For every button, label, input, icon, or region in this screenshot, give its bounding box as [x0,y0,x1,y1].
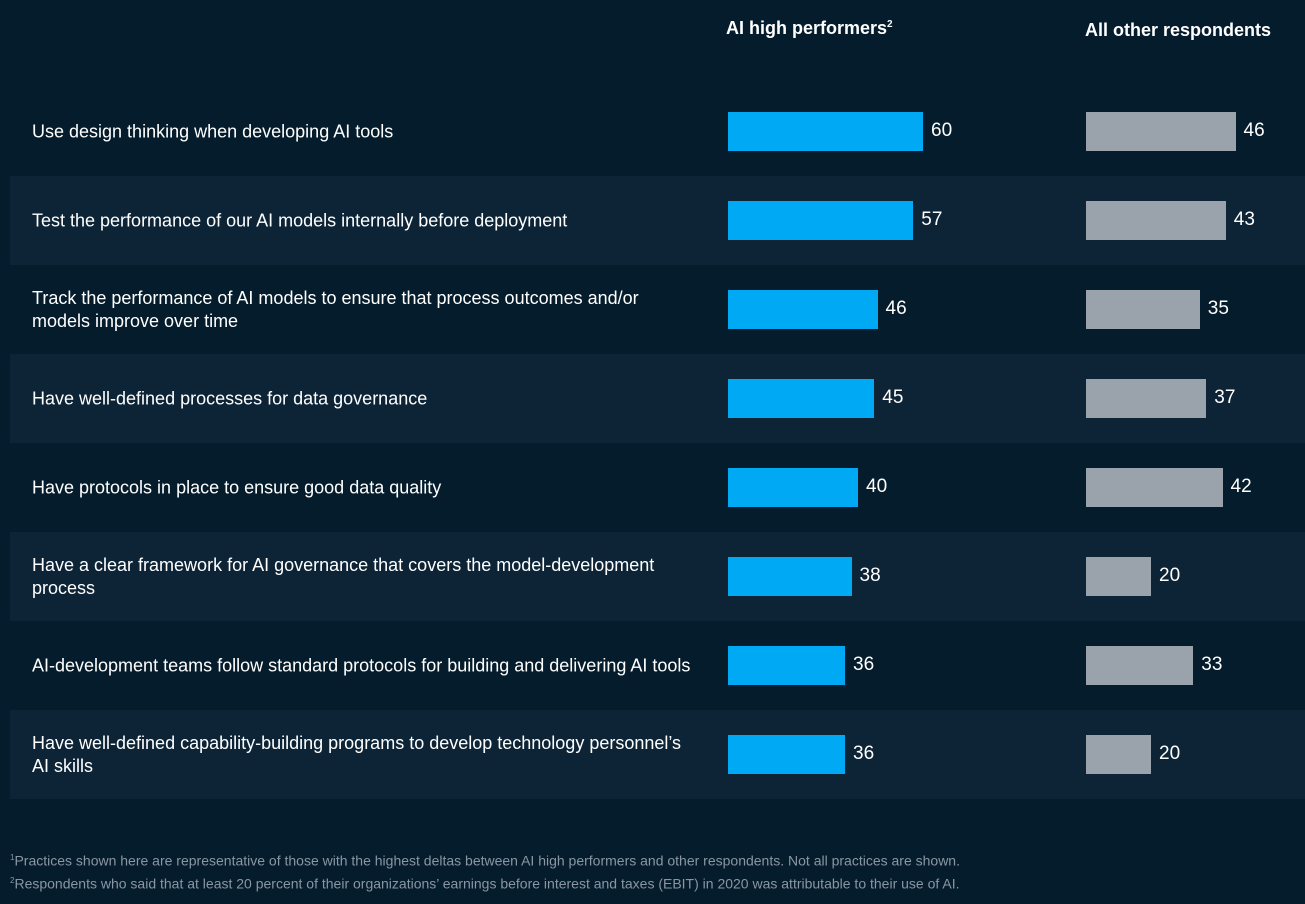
bar-other [1086,379,1207,418]
bar-high [728,468,858,507]
value-label-other: 35 [1207,298,1229,319]
bar-other [1086,290,1200,329]
bar-high [728,557,852,596]
bar-other [1086,201,1226,240]
header-high-superscript: 2 [887,19,893,30]
header-all-other-respondents: All other respondents [1085,20,1272,40]
category-label: Have well-defined capability-building pr… [32,732,682,776]
bar-high [728,735,845,774]
chart-row: Track the performance of AI models to en… [10,265,1305,354]
bar-high [728,201,914,240]
footnote-1: 1Practices shown here are representative… [10,848,960,871]
chart-row: AI-development teams follow standard pro… [10,621,1305,710]
value-label-other: 20 [1159,743,1181,764]
value-label-other: 20 [1159,565,1181,586]
footnote-2-marker: 2 [10,875,15,885]
bar-other [1086,112,1236,151]
value-label-high: 38 [859,565,881,586]
chart-row: Have a clear framework for AI governance… [10,532,1305,621]
category-label: Use design thinking when developing AI t… [32,121,394,141]
bar-other [1086,735,1151,774]
category-label: Test the performance of our AI models in… [32,210,568,230]
value-label-other: 42 [1230,476,1252,497]
category-label: Have protocols in place to ensure good d… [32,477,442,497]
category-label: Track the performance of AI models to en… [32,287,639,331]
value-label-high: 45 [882,387,904,408]
value-label-other: 43 [1233,209,1255,230]
value-label-high: 40 [866,476,888,497]
value-label-other: 37 [1214,387,1236,408]
footnote-1-marker: 1 [10,853,15,862]
value-label-high: 57 [921,209,943,230]
footnotes: 1Practices shown here are representative… [10,848,960,893]
bar-high [728,112,923,151]
bar-other [1086,468,1223,507]
value-label-high: 46 [885,298,907,319]
bar-high [728,379,875,418]
category-label: AI-development teams follow standard pro… [32,655,691,675]
category-label: Have well-defined processes for data gov… [32,388,428,408]
bar-other [1086,557,1151,596]
footnote-2: 2Respondents who said that at least 20 p… [10,871,960,894]
bar-high [728,646,845,685]
chart-row: Have protocols in place to ensure good d… [10,443,1305,532]
footnote-1-text: Practices shown here are representative … [14,852,960,869]
header-ai-high-performers: AI high performers2 [726,18,893,39]
value-label-other: 33 [1201,654,1223,675]
header-high-text: AI high performers [726,18,888,38]
bar-high [728,290,878,329]
category-label: Have a clear framework for AI governance… [32,554,655,598]
value-label-other: 46 [1243,120,1265,141]
chart-row: Have well-defined capability-building pr… [10,710,1305,799]
chart-row: Use design thinking when developing AI t… [10,87,1305,176]
value-label-high: 36 [853,743,875,764]
bar-other [1086,646,1194,685]
chart-row: Have well-defined processes for data gov… [10,354,1305,443]
chart-row: Test the performance of our AI models in… [10,176,1305,265]
value-label-high: 60 [931,120,953,141]
footnote-2-text: Respondents who said that at least 20 pe… [14,875,960,892]
value-label-high: 36 [853,654,875,675]
